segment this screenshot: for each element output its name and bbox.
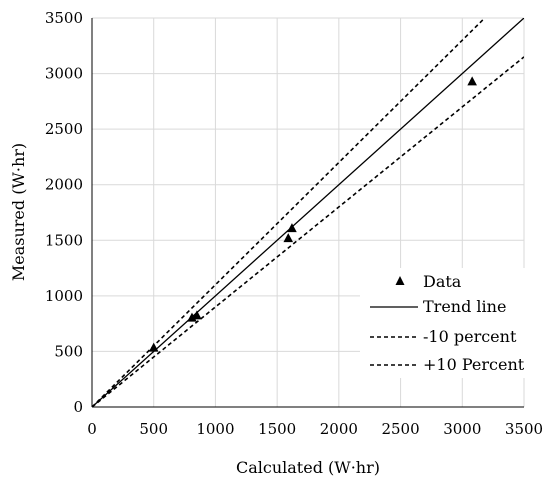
data-point-triangle — [192, 310, 202, 320]
legend-label-minus-10: -10 percent — [423, 327, 517, 346]
y-tick-label: 3500 — [45, 9, 83, 27]
data-markers — [148, 76, 477, 352]
x-tick-label: 2000 — [320, 420, 358, 438]
legend-label-plus-10: +10 Percent — [423, 355, 525, 374]
y-tick-label: 500 — [54, 342, 83, 360]
y-axis-title: Measured (W·hr) — [9, 143, 28, 281]
x-tick-label: 1000 — [196, 420, 234, 438]
x-tick-label: 3500 — [505, 420, 543, 438]
series-line-10-percent — [92, 18, 486, 407]
y-tick-label: 0 — [73, 398, 83, 416]
series-line-trend-line — [92, 18, 524, 407]
legend-background — [360, 268, 528, 378]
series-line-10-percent — [92, 56, 524, 407]
y-tick-label: 3000 — [45, 65, 83, 83]
x-tick-label: 500 — [139, 420, 168, 438]
y-tick-label: 1000 — [45, 287, 83, 305]
legend-item-data: Data — [395, 272, 462, 291]
y-tick-label: 2500 — [45, 120, 83, 138]
x-tick-label: 1500 — [258, 420, 296, 438]
legend-item-minus-10: -10 percent — [370, 327, 517, 346]
data-point-triangle — [467, 76, 477, 86]
y-tick-labels: 0 500 1000 1500 2000 2500 3000 3500 — [45, 9, 83, 416]
data-point-triangle — [287, 223, 297, 233]
data-point-triangle — [283, 233, 294, 243]
x-tick-labels: 0 500 1000 1500 2000 2500 3000 3500 — [87, 420, 543, 438]
x-axis-title: Calculated (W·hr) — [236, 458, 380, 477]
y-tick-label: 2000 — [45, 176, 83, 194]
grid — [92, 17, 525, 407]
x-tick-label: 3000 — [443, 420, 481, 438]
x-tick-label: 0 — [87, 420, 97, 438]
legend-label-data: Data — [423, 272, 462, 291]
data-point-triangle — [148, 342, 159, 352]
legend-label-trend-line: Trend line — [423, 297, 506, 316]
legend-triangle-marker — [395, 276, 405, 285]
legend: Data Trend line -10 percent +10 Percent — [360, 268, 528, 378]
axes — [91, 18, 524, 408]
series-lines — [92, 18, 524, 407]
y-tick-label: 1500 — [45, 231, 83, 249]
legend-item-plus-10: +10 Percent — [370, 355, 525, 374]
legend-item-trend-line: Trend line — [370, 297, 506, 316]
x-tick-label: 2500 — [381, 420, 419, 438]
